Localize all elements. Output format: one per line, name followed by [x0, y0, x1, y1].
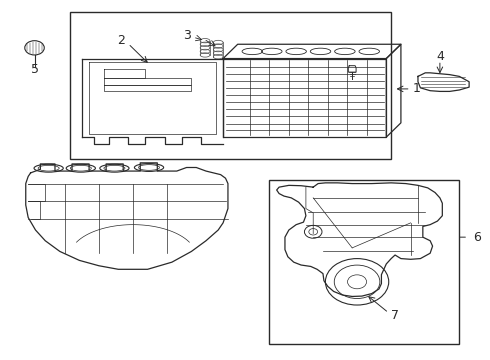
Text: 6: 6 — [473, 231, 481, 244]
Text: 1: 1 — [413, 82, 421, 95]
Bar — [270, 180, 460, 344]
Text: 7: 7 — [391, 309, 399, 322]
Bar — [70, 12, 391, 158]
Text: 5: 5 — [30, 63, 39, 76]
Text: 2: 2 — [117, 34, 124, 47]
Text: 3: 3 — [183, 29, 191, 42]
Text: 4: 4 — [436, 50, 444, 63]
